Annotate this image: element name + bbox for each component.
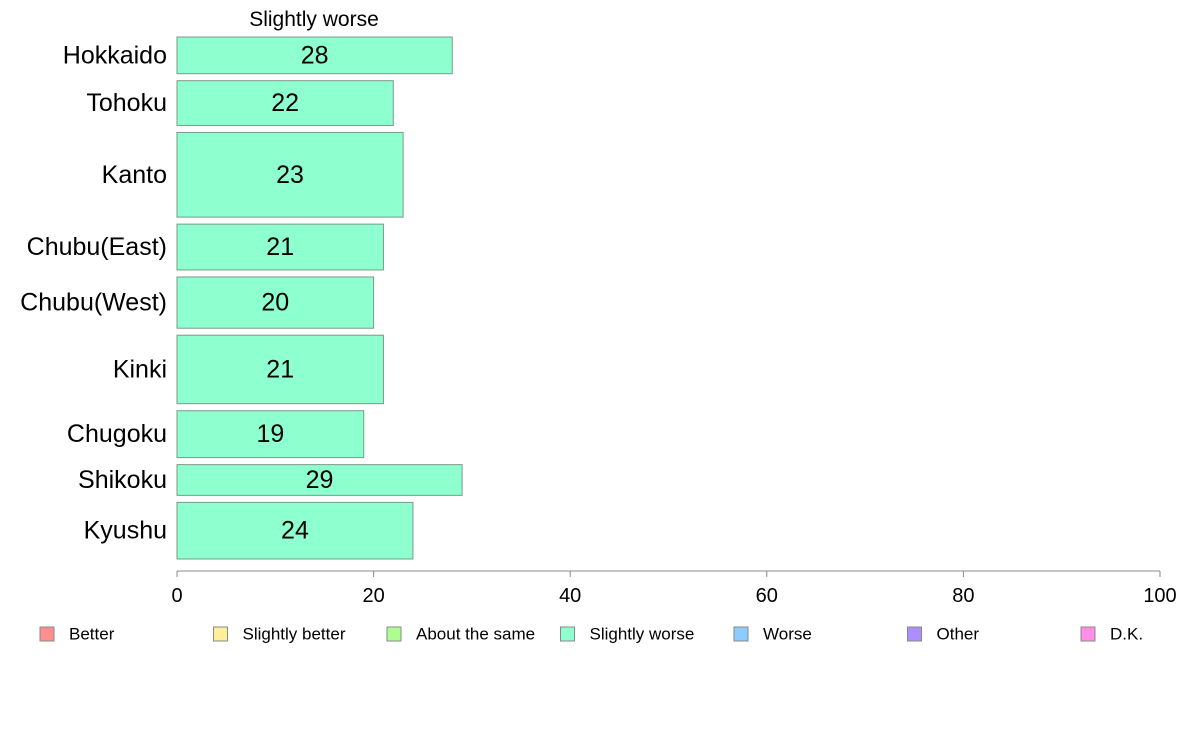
bar-kyushu <box>176 501 414 560</box>
bar-chugoku <box>176 410 365 459</box>
data-label: 24 <box>281 517 309 545</box>
legend-swatch <box>213 626 228 642</box>
legend-label: Better <box>69 625 115 644</box>
legend-swatch <box>560 626 575 642</box>
bar-tohoku <box>176 80 394 126</box>
legend-swatch <box>39 626 55 642</box>
category-label: Shikoku <box>78 466 167 494</box>
bar-shikoku <box>176 464 463 496</box>
data-label: 28 <box>301 41 329 69</box>
category-label: Kyushu <box>84 517 167 545</box>
x-tick-label: 60 <box>756 585 778 607</box>
category-label: Kanto <box>102 161 167 189</box>
data-label: 29 <box>306 466 334 494</box>
bar-hokkaido <box>176 36 453 75</box>
x-tick-label: 40 <box>559 585 581 607</box>
legend-label: Slightly better <box>243 625 346 644</box>
x-axis: 0 20 40 60 80 100 <box>171 570 1177 607</box>
legend-label: Worse <box>763 625 812 644</box>
data-label: 20 <box>261 289 289 317</box>
legend-label: About the same <box>416 625 535 644</box>
category-label: Kinki <box>113 355 167 383</box>
category-label: Chubu(East) <box>27 233 167 261</box>
x-tick-label: 20 <box>362 585 384 607</box>
legend-swatch <box>386 626 402 642</box>
bar-kinki <box>176 334 384 405</box>
x-tick-label: 100 <box>1143 585 1176 607</box>
legend: Better Slightly better About the same Sligh… <box>39 625 1143 644</box>
data-label: 19 <box>256 420 284 448</box>
bar-chubu-west <box>176 276 375 329</box>
data-label: 23 <box>276 161 304 189</box>
category-label: Hokkaido <box>63 41 167 69</box>
legend-swatch <box>907 626 922 642</box>
data-label: 21 <box>266 355 294 383</box>
legend-label: D.K. <box>1110 625 1143 644</box>
bars-group: Hokkaido 28 Tohoku 22 Kanto 23 Chubu(East) 21 Ch… <box>20 36 463 560</box>
category-label: Tohoku <box>86 89 167 117</box>
x-tick-label: 80 <box>952 585 974 607</box>
bar-chubu-east <box>176 223 384 271</box>
legend-label: Slightly worse <box>590 625 695 644</box>
x-tick-label: 0 <box>171 585 182 607</box>
legend-label: Other <box>937 625 980 644</box>
legend-swatch <box>1080 626 1096 642</box>
legend-swatch <box>733 626 749 642</box>
category-label: Chugoku <box>67 420 167 448</box>
bar-kanto <box>176 131 404 218</box>
data-label: 21 <box>266 233 294 261</box>
chart-title: Slightly worse <box>249 8 379 31</box>
category-label: Chubu(West) <box>20 289 167 317</box>
data-label: 22 <box>271 89 299 117</box>
